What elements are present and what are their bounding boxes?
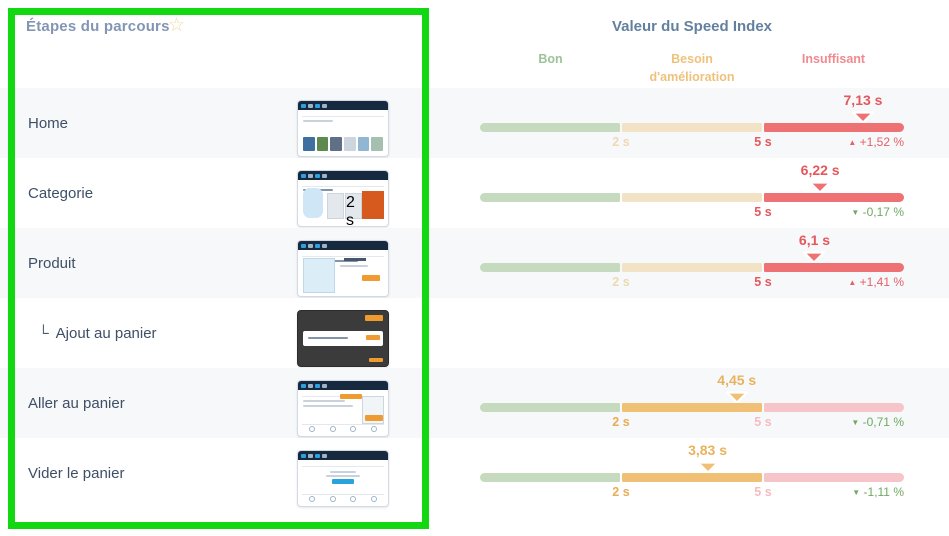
speed-index-gauge: 6,1 s 2 s 5 s ▲ +1,41 % [480,228,904,298]
trend-value: +1,41 % [856,275,904,289]
favorite-star-icon[interactable]: ☆ [168,15,186,36]
journey-step-row[interactable]: Vider le panier 3,83 s 2 s 5 s ▼ -1,11 % [0,438,949,508]
trend-arrow-icon: ▲ [848,138,857,147]
journey-step-row[interactable]: Categorie 2 s 6,22 s 5 s ▼ -0,17 % [0,158,949,228]
threshold-5s-label: 5 s [754,275,772,289]
journey-step-row[interactable]: └ Ajout au panier [0,298,949,368]
trend-value: -0,71 % [859,415,904,429]
zone-label-good: Bon [538,52,563,66]
zone-label-needs-improvement: Besoin d'amélioration [649,52,735,85]
step-label: └ Ajout au panier [38,298,157,368]
threshold-2s-label: 2 s [612,485,630,499]
threshold-2s-label: 2 s [612,135,630,149]
journey-step-row[interactable]: Home 7,13 s 2 s 5 s ▲ +1,52 % [0,88,949,158]
gauge-bar [480,263,904,272]
trend-arrow-icon: ▲ [848,278,857,287]
trend-change: ▼ -0,71 % [851,415,904,429]
gauge-segment-good [480,403,620,412]
gauge-segment-improve [622,263,762,272]
speed-index-gauge: 7,13 s 2 s 5 s ▲ +1,52 % [480,88,904,158]
step-thumbnail[interactable]: 2 s [297,170,389,227]
journey-steps-table: Home 7,13 s 2 s 5 s ▲ +1,52 % Categorie … [0,88,949,508]
step-thumbnail[interactable] [297,310,389,367]
gauge-bar [480,193,904,202]
journey-step-row[interactable]: Produit 6,1 s 2 s 5 s ▲ +1,41 % [0,228,949,298]
threshold-5s-label: 5 s [754,485,772,499]
step-thumbnail[interactable] [297,380,389,437]
gauge-bar [480,123,904,132]
gauge-segment-bad [764,473,904,482]
threshold-5s-label: 5 s [754,135,772,149]
gauge-segment-improve [622,473,762,482]
gauge-segment-improve [622,193,762,202]
trend-value: -1,11 % [860,485,904,499]
threshold-5s-label: 5 s [754,415,772,429]
threshold-5s-label: 5 s [754,205,772,219]
gauge-marker-icon [851,111,875,124]
zone-label-insufficient: Insuffisant [801,52,866,66]
gauge-segment-bad [764,193,904,202]
trend-value: +1,52 % [856,135,904,149]
substep-indicator: └ [38,324,49,342]
gauge-segment-good [480,263,620,272]
speed-index-value: 7,13 s [843,92,883,108]
threshold-2s-label: 2 s [612,415,630,429]
gauge-segment-bad [764,403,904,412]
step-label: Home [28,88,68,158]
gauge-segment-good [480,193,620,202]
step-name: Ajout au panier [55,324,157,342]
trend-change: ▼ -1,11 % [852,485,904,499]
gauge-segment-good [480,473,620,482]
step-name: Aller au panier [28,394,125,412]
speed-index-column-title: Valeur du Speed Index [611,18,773,35]
gauge-segment-improve [622,403,762,412]
journey-steps-title: Étapes du parcours [26,18,170,35]
trend-arrow-icon: ▼ [851,208,860,217]
step-label: Produit [28,228,76,298]
gauge-bar [480,403,904,412]
speed-index-gauge: 6,22 s 5 s ▼ -0,17 % [480,158,904,228]
step-thumbnail[interactable] [297,450,389,507]
journey-step-row[interactable]: Aller au panier 4,45 s 2 s 5 s ▼ -0,71 % [0,368,949,438]
step-name: Produit [28,254,76,272]
threshold-2s-label: 2 s [612,275,630,289]
gauge-marker-icon [725,391,748,404]
speed-index-value: 3,83 s [688,442,728,458]
speed-index-value: 6,1 s [798,232,831,248]
trend-change: ▼ -0,17 % [851,205,904,219]
speed-index-gauge: 3,83 s 2 s 5 s ▼ -1,11 % [480,438,904,508]
trend-change: ▲ +1,41 % [848,275,904,289]
gauge-bar [480,473,904,482]
speed-index-value: 4,45 s [717,372,757,388]
step-thumbnail[interactable] [297,100,389,157]
gauge-marker-icon [803,251,826,264]
gauge-segment-bad [764,123,904,132]
trend-change: ▲ +1,52 % [848,135,904,149]
trend-arrow-icon: ▼ [851,418,860,427]
step-name: Home [28,114,69,132]
trend-value: -0,17 % [859,205,904,219]
step-name: Vider le panier [28,464,125,482]
trend-arrow-icon: ▼ [852,488,861,497]
speed-index-gauge: 4,45 s 2 s 5 s ▼ -0,71 % [480,368,904,438]
gauge-segment-improve [622,123,762,132]
step-thumbnail[interactable] [297,240,389,297]
gauge-segment-good [480,123,620,132]
step-label: Vider le panier [28,438,124,508]
step-label: Categorie [28,158,93,228]
step-label: Aller au panier [28,368,125,438]
speed-index-value: 6,22 s [800,162,840,178]
gauge-marker-icon [696,461,719,474]
gauge-marker-icon [809,181,832,194]
step-name: Categorie [28,184,94,202]
gauge-segment-bad [764,263,904,272]
table-header: Étapes du parcours ☆ Valeur du Speed Ind… [0,0,949,88]
